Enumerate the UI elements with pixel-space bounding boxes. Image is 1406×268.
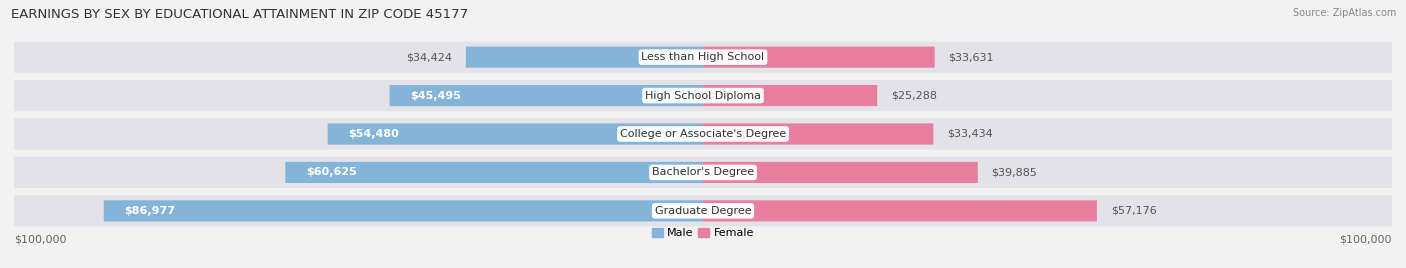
FancyBboxPatch shape [328, 124, 703, 144]
FancyBboxPatch shape [703, 85, 877, 106]
Text: $39,885: $39,885 [991, 168, 1038, 177]
Text: High School Diploma: High School Diploma [645, 91, 761, 100]
Text: Source: ZipAtlas.com: Source: ZipAtlas.com [1292, 8, 1396, 18]
Text: $100,000: $100,000 [14, 235, 66, 245]
FancyBboxPatch shape [285, 162, 703, 183]
FancyBboxPatch shape [14, 80, 1392, 111]
FancyBboxPatch shape [465, 47, 703, 68]
FancyBboxPatch shape [14, 157, 1392, 188]
Text: $86,977: $86,977 [125, 206, 176, 216]
Text: College or Associate's Degree: College or Associate's Degree [620, 129, 786, 139]
Text: $33,434: $33,434 [948, 129, 993, 139]
FancyBboxPatch shape [703, 200, 1097, 221]
Text: Bachelor's Degree: Bachelor's Degree [652, 168, 754, 177]
Text: $33,631: $33,631 [949, 52, 994, 62]
Text: $60,625: $60,625 [307, 168, 357, 177]
FancyBboxPatch shape [703, 124, 934, 144]
Text: $25,288: $25,288 [891, 91, 936, 100]
FancyBboxPatch shape [14, 42, 1392, 73]
Text: Graduate Degree: Graduate Degree [655, 206, 751, 216]
Text: $34,424: $34,424 [406, 52, 453, 62]
Text: $57,176: $57,176 [1111, 206, 1157, 216]
Text: Less than High School: Less than High School [641, 52, 765, 62]
FancyBboxPatch shape [14, 195, 1392, 226]
Legend: Male, Female: Male, Female [647, 223, 759, 243]
FancyBboxPatch shape [389, 85, 703, 106]
FancyBboxPatch shape [703, 47, 935, 68]
FancyBboxPatch shape [703, 162, 977, 183]
Text: $45,495: $45,495 [411, 91, 461, 100]
Text: $100,000: $100,000 [1340, 235, 1392, 245]
FancyBboxPatch shape [14, 118, 1392, 150]
Text: EARNINGS BY SEX BY EDUCATIONAL ATTAINMENT IN ZIP CODE 45177: EARNINGS BY SEX BY EDUCATIONAL ATTAINMEN… [11, 8, 468, 21]
FancyBboxPatch shape [104, 200, 703, 221]
Text: $54,480: $54,480 [349, 129, 399, 139]
